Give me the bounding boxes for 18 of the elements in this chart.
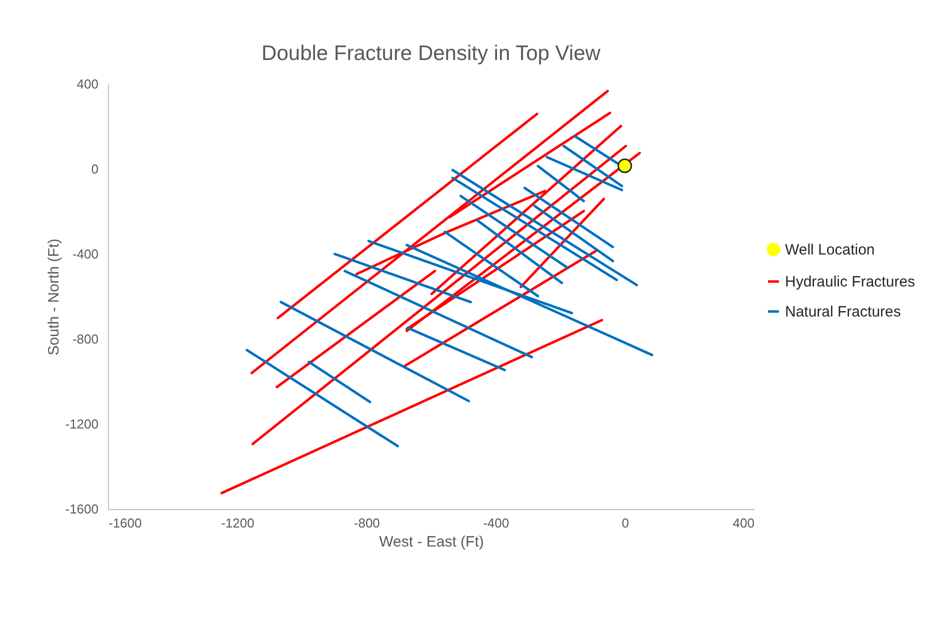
- chart-title: Double Fracture Density in Top View: [262, 42, 602, 65]
- x-axis-title: West - East (Ft): [379, 534, 484, 550]
- y-tick-label: -400: [72, 246, 98, 262]
- y-tick-label: -1600: [65, 502, 98, 516]
- x-tick-label: -1600: [108, 516, 142, 530]
- legend-label: Natural Fractures: [785, 304, 901, 320]
- legend-label: Hydraulic Fractures: [785, 274, 916, 290]
- x-tick-label: -400: [483, 516, 510, 530]
- y-axis-title: South - North (Ft): [45, 238, 62, 356]
- legend-label: Well Location: [785, 242, 875, 258]
- x-tick-label: -1200: [221, 516, 254, 530]
- y-tick-label: -800: [72, 332, 98, 346]
- x-tick-label: 400: [732, 516, 754, 530]
- x-tick-label: -800: [354, 516, 380, 530]
- y-tick-label: -1200: [65, 416, 98, 432]
- y-tick-label: 0: [91, 162, 98, 176]
- y-tick-label: 400: [76, 76, 98, 92]
- x-tick-label: 0: [622, 516, 629, 530]
